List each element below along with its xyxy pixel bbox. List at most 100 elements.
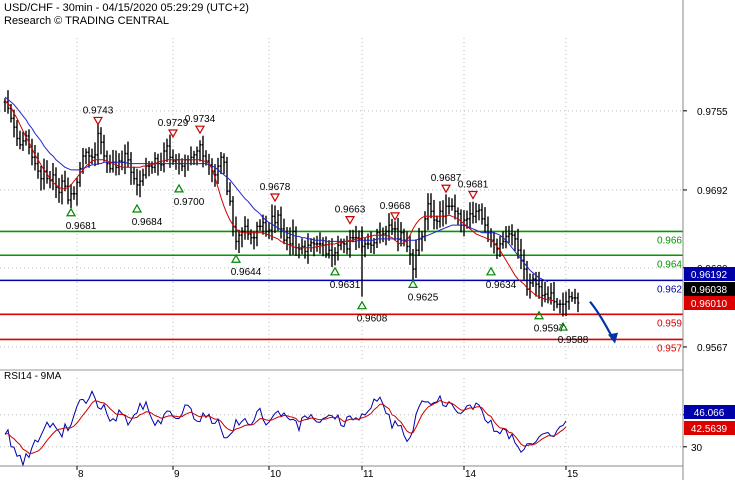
price-bar bbox=[99, 127, 103, 155]
price-badge: 0.96192 bbox=[684, 267, 735, 281]
price-bar bbox=[117, 153, 121, 176]
price-bar bbox=[243, 216, 247, 240]
price-bar bbox=[228, 182, 232, 206]
swing-low-marker bbox=[485, 266, 497, 276]
swing-low-marker bbox=[230, 254, 242, 263]
swing-high-marker bbox=[269, 193, 281, 203]
x-tick-label: 8 bbox=[78, 469, 84, 480]
price-bar bbox=[249, 229, 253, 245]
price-bar bbox=[171, 149, 175, 165]
price-bar bbox=[399, 222, 403, 247]
price-bar bbox=[237, 229, 241, 254]
price-bar bbox=[369, 231, 373, 254]
price-bar bbox=[435, 215, 439, 230]
price-bar bbox=[18, 130, 22, 150]
price-bar bbox=[315, 235, 319, 252]
price-bar bbox=[36, 152, 40, 179]
swing-low-label: 0.9631 bbox=[330, 280, 361, 291]
price-bar bbox=[105, 150, 109, 173]
x-tick-label: 14 bbox=[465, 469, 477, 480]
price-badge-label: 0.96038 bbox=[691, 285, 728, 296]
rsi-tick-label: 30 bbox=[691, 443, 703, 454]
rsi-badge-label: 46.066 bbox=[694, 408, 725, 419]
price-bar bbox=[390, 218, 394, 236]
price-bar bbox=[552, 281, 556, 311]
price-bar bbox=[456, 207, 460, 225]
level-label: 0.964 bbox=[657, 259, 682, 270]
swing-high-label: 0.9687 bbox=[431, 173, 462, 184]
price-bar bbox=[564, 291, 568, 317]
price-bar bbox=[327, 240, 331, 259]
price-bar bbox=[51, 162, 55, 191]
price-bar bbox=[69, 184, 73, 209]
price-bar bbox=[39, 165, 43, 191]
level-label: 0.966 bbox=[657, 235, 682, 246]
swing-low-label: 0.9634 bbox=[486, 280, 517, 291]
price-bar bbox=[348, 229, 352, 258]
rsi-badge: 46.066 bbox=[684, 405, 735, 419]
rsi-title: RSI14 - 9MA bbox=[4, 371, 62, 382]
swing-high-label: 0.9678 bbox=[260, 182, 291, 193]
price-bar bbox=[336, 235, 340, 261]
price-bar bbox=[309, 238, 313, 253]
price-bar bbox=[549, 283, 553, 305]
projection-arrowhead bbox=[608, 332, 618, 344]
chart-subtitle: Research © TRADING CENTRAL bbox=[4, 15, 169, 27]
price-bar bbox=[162, 142, 166, 173]
rsi-panel: RSI14 - 9MA bbox=[0, 369, 683, 468]
price-bar bbox=[501, 231, 505, 249]
price-bar bbox=[516, 228, 520, 259]
rsi-badge: 42.5639 bbox=[684, 421, 735, 435]
swing-high-marker bbox=[440, 184, 452, 194]
swing-low-marker bbox=[557, 321, 569, 331]
price-bar bbox=[411, 248, 415, 280]
level-label: 0.957 bbox=[657, 343, 682, 354]
price-bar bbox=[219, 152, 223, 175]
price-bar bbox=[333, 247, 337, 266]
swing-high-label: 0.9668 bbox=[380, 201, 411, 212]
price-bar bbox=[165, 138, 169, 162]
price-bar bbox=[465, 210, 469, 229]
price-bar bbox=[264, 215, 268, 237]
price-bar bbox=[438, 201, 442, 228]
price-bar bbox=[567, 288, 571, 310]
price-bar bbox=[63, 170, 67, 192]
rsi-ma-line bbox=[4, 399, 567, 454]
price-bar bbox=[6, 90, 10, 114]
price-bar bbox=[255, 221, 259, 247]
swing-high-label: 0.9743 bbox=[83, 105, 114, 116]
price-bar bbox=[258, 219, 262, 231]
swing-high-marker bbox=[92, 116, 104, 126]
price-bar bbox=[240, 227, 244, 248]
price-bar bbox=[576, 292, 580, 313]
price-bar bbox=[192, 150, 196, 165]
swing-high-marker bbox=[344, 216, 356, 225]
price-badge: 0.96010 bbox=[684, 296, 735, 310]
price-bar bbox=[363, 237, 367, 258]
price-bar bbox=[330, 238, 334, 267]
price-bar bbox=[138, 170, 142, 198]
price-bar bbox=[393, 221, 397, 241]
price-bar bbox=[483, 207, 487, 233]
price-bar bbox=[477, 204, 481, 221]
price-badge-label: 0.96192 bbox=[691, 270, 728, 281]
rsi-badge-label: 42.5639 bbox=[691, 424, 728, 435]
value-badges: 0.96192 0.96038 0.96010 46.066 42.5639 bbox=[684, 267, 735, 435]
price-bar bbox=[195, 146, 199, 166]
fast-ma-line bbox=[4, 101, 554, 301]
price-bar bbox=[222, 153, 226, 175]
price-bar bbox=[345, 235, 349, 255]
price-bar bbox=[291, 219, 295, 255]
chart-title: USD/CHF - 30min - 04/15/2020 05:29:29 (U… bbox=[4, 2, 249, 14]
price-bar bbox=[510, 224, 514, 246]
price-bar bbox=[480, 203, 484, 225]
swing-low-label: 0.9681 bbox=[66, 221, 97, 232]
swing-high-label: 0.9734 bbox=[185, 114, 216, 125]
price-bar bbox=[72, 186, 76, 200]
swing-high-label: 0.9681 bbox=[458, 180, 489, 191]
projection-arrow bbox=[589, 301, 618, 344]
price-bar bbox=[129, 152, 133, 185]
price-bar bbox=[531, 273, 535, 288]
price-bar bbox=[414, 239, 418, 279]
